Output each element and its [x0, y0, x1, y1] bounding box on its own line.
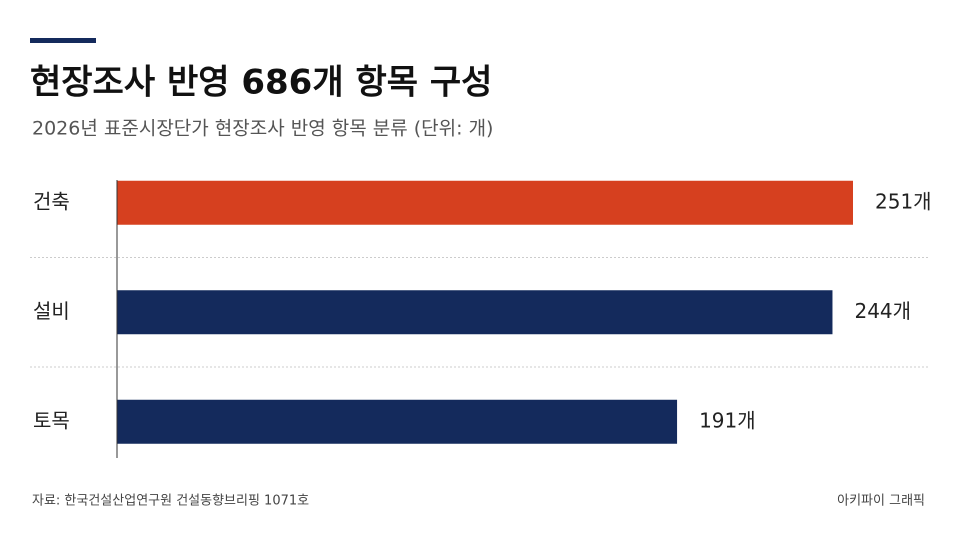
value-label: 251개 [875, 189, 932, 213]
bar [117, 180, 853, 225]
source: 자료: 한국건설산업연구원 건설동향브리핑 1071호 [32, 494, 309, 509]
category-label: 설비 [33, 299, 70, 323]
bar [117, 399, 678, 444]
chart-subtitle: 2026년 표준시장단가 현장조사 반영 항목 분류 (단위: 개) [32, 118, 493, 140]
category-label: 토목 [33, 408, 70, 432]
value-label: 191개 [699, 408, 756, 432]
credit: 아키파이 그래픽 [837, 494, 925, 509]
bar [117, 290, 833, 335]
chart-title: 현장조사 반영 686개 항목 구성 [30, 63, 492, 103]
accent-bar [30, 38, 96, 43]
value-label: 244개 [854, 299, 911, 323]
category-label: 건축 [33, 189, 70, 213]
